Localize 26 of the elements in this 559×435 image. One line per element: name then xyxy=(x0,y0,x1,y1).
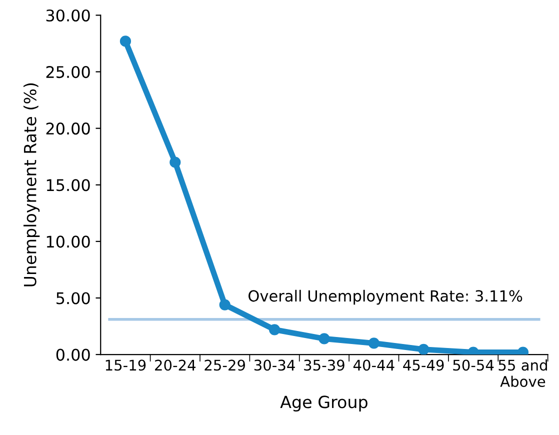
x-tick-label: 35-39 xyxy=(304,360,344,371)
x-axis-title: Age Group xyxy=(280,396,368,412)
y-tick-label: 15.00 xyxy=(46,179,90,192)
x-tick-label: 30-34 xyxy=(254,360,295,371)
x-tick-label: 40-44 xyxy=(353,360,394,371)
y-tick-label: 10.00 xyxy=(46,236,90,248)
x-tick-label: 15-19 xyxy=(106,360,146,371)
y-tick-label: 0.00 xyxy=(56,348,90,361)
point xyxy=(368,338,380,349)
point xyxy=(170,156,181,168)
y-tick-label: 30.00 xyxy=(46,9,90,22)
x-tick-label: 45-49 xyxy=(403,360,444,371)
point xyxy=(318,333,330,344)
y-tick-label: 5.00 xyxy=(56,292,90,304)
point xyxy=(219,299,230,310)
x-tick-label: 25-29 xyxy=(204,360,246,371)
y-tick-label: 20.00 xyxy=(46,122,90,135)
point xyxy=(120,36,132,47)
x-tick-label: 50-54 xyxy=(453,360,494,371)
x-tick-label: 20-24 xyxy=(155,360,196,371)
x-tick-label: 55 and Above xyxy=(498,359,547,388)
y-axis-title: Unemployment Rate (%) xyxy=(23,83,40,286)
y-tick-label: 25.00 xyxy=(46,66,90,78)
point xyxy=(268,324,280,336)
ref-line-label: Overall Unemployment Rate: 3.11% xyxy=(248,290,522,305)
point xyxy=(418,344,430,355)
